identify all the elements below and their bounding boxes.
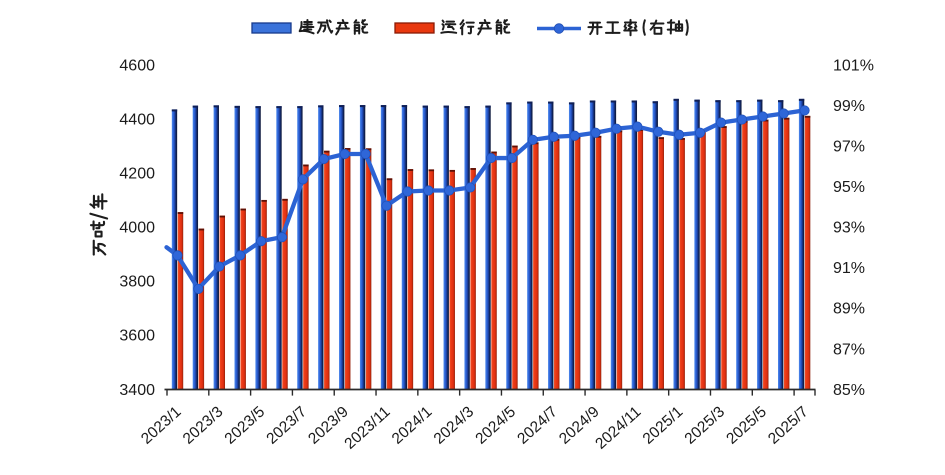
svg-text:4600: 4600 bbox=[119, 57, 155, 74]
svg-text:91%: 91% bbox=[833, 260, 865, 277]
svg-text:4000: 4000 bbox=[119, 220, 155, 237]
svg-text:3400: 3400 bbox=[119, 382, 155, 399]
svg-text:3600: 3600 bbox=[119, 328, 155, 345]
svg-text:4400: 4400 bbox=[119, 111, 155, 128]
svg-text:3800: 3800 bbox=[119, 274, 155, 291]
svg-text:93%: 93% bbox=[833, 220, 865, 237]
svg-text:87%: 87% bbox=[833, 341, 865, 358]
svg-text:89%: 89% bbox=[833, 301, 865, 318]
svg-text:4200: 4200 bbox=[119, 166, 155, 183]
svg-text:99%: 99% bbox=[833, 98, 865, 115]
svg-text:95%: 95% bbox=[833, 179, 865, 196]
svg-text:85%: 85% bbox=[833, 382, 865, 399]
svg-text:101%: 101% bbox=[833, 57, 874, 74]
svg-text:97%: 97% bbox=[833, 139, 865, 156]
